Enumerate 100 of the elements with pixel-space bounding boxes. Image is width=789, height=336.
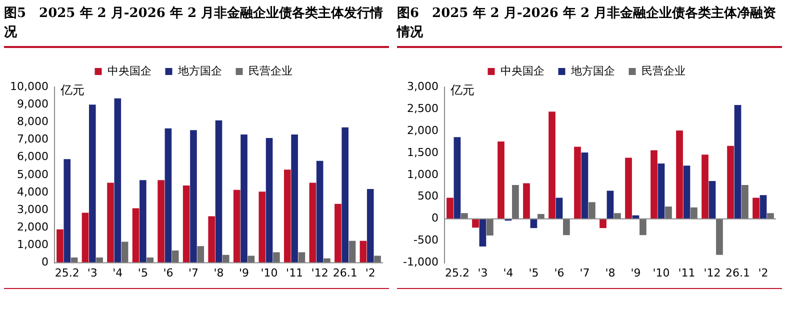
bar [348,240,356,263]
y-tick-label: 1,000 [16,238,48,252]
x-tick-label: '10 [260,266,278,280]
bar [512,185,519,219]
bar [665,206,672,219]
x-tick-label: 26.1 [332,266,358,280]
bar [716,218,723,255]
bar [172,250,179,263]
y-tick-label: 7,000 [16,132,48,146]
bar [114,98,122,263]
bar [298,252,306,263]
bar [614,213,621,219]
y-tick-label: -1,000 [402,256,438,269]
bar [258,192,266,263]
bar [70,258,78,263]
y-tick-label: 8,000 [16,115,48,128]
y-tick-label: 1,500 [406,146,438,159]
bar [625,158,632,219]
bar [574,146,581,219]
x-tick-label: '4 [112,266,123,280]
bar [158,180,164,263]
y-tick-label: -500 [413,234,438,247]
x-tick-label: '8 [214,266,224,280]
x-tick-label: '11 [286,266,304,280]
bar [374,256,381,263]
y-tick-label: 2,500 [406,102,438,115]
bar [708,181,716,219]
bar [107,182,114,263]
bar [146,258,154,263]
bar [650,150,658,219]
bar [208,216,215,263]
bar [683,166,690,219]
bar [548,112,556,219]
bar [767,213,774,219]
y-tick-label: 5,000 [16,168,48,181]
bar [56,229,64,263]
bar [479,218,486,247]
x-tick-label: '8 [605,266,616,280]
x-tick-label: '5 [138,266,148,280]
y-tick-label: 0 [431,212,438,225]
bar [727,146,734,219]
y-tick-label: 9,000 [16,97,48,110]
bar [581,152,588,219]
bar [82,212,89,263]
bar [132,208,140,263]
y-tick-label: 10,000 [10,80,48,93]
x-tick-label: '12 [311,266,328,280]
x-tick-label: '3 [478,266,488,280]
bar [164,128,172,263]
bar [140,180,146,263]
y-tick-label: 3,000 [406,80,438,93]
y-tick-label: 6,000 [16,150,48,164]
x-tick-label: 26.1 [725,266,750,280]
bar [121,242,128,263]
x-tick-label: 25.2 [444,266,470,280]
bar [316,160,324,263]
x-tick-label: '7 [188,266,198,280]
bar [266,138,273,263]
bar [309,182,316,263]
bar [538,214,544,219]
bar [498,142,504,219]
bar [472,218,479,228]
legend-label: 民营企业 [248,64,292,78]
bar [702,154,708,219]
y-tick-label: 4,000 [16,185,48,198]
bar [600,218,606,228]
x-tick-label: '6 [554,266,564,280]
bar [446,198,454,219]
x-tick-label: 25.2 [54,266,80,280]
y-axis-title: 亿元 [449,83,474,98]
x-tick-label: '4 [503,266,514,280]
bar [454,137,461,219]
bar [588,202,596,219]
chart-title: 图5 2025 年 2 月-2026 年 2 月非金融企业债各类主体发行情况 [4,4,389,48]
bar [64,159,71,263]
bar [676,130,683,219]
bar [523,183,530,219]
bar [360,240,367,263]
legend-label: 地方国企 [176,64,222,78]
bar [96,258,103,263]
bar [563,218,570,236]
y-tick-label: 1,000 [406,168,438,181]
bar [461,213,468,219]
bar [88,104,96,263]
bar [291,134,298,263]
bar [760,195,767,219]
x-tick-label: '6 [163,266,174,280]
bar [233,190,240,263]
y-tick-label: 3,000 [16,202,48,216]
x-tick-label: '11 [678,266,696,280]
legend-label: 中央国企 [107,64,152,78]
bar [734,105,742,219]
bar [215,120,222,263]
bar [690,207,698,219]
bar [324,258,330,263]
x-tick-label: '2 [365,266,376,280]
bar [342,127,348,263]
bar [182,185,190,263]
bar [366,188,374,263]
bar [658,163,665,219]
